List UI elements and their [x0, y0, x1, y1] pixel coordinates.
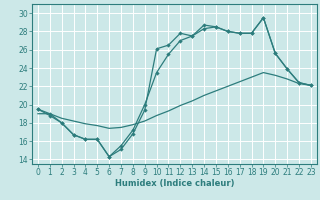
X-axis label: Humidex (Indice chaleur): Humidex (Indice chaleur) [115, 179, 234, 188]
